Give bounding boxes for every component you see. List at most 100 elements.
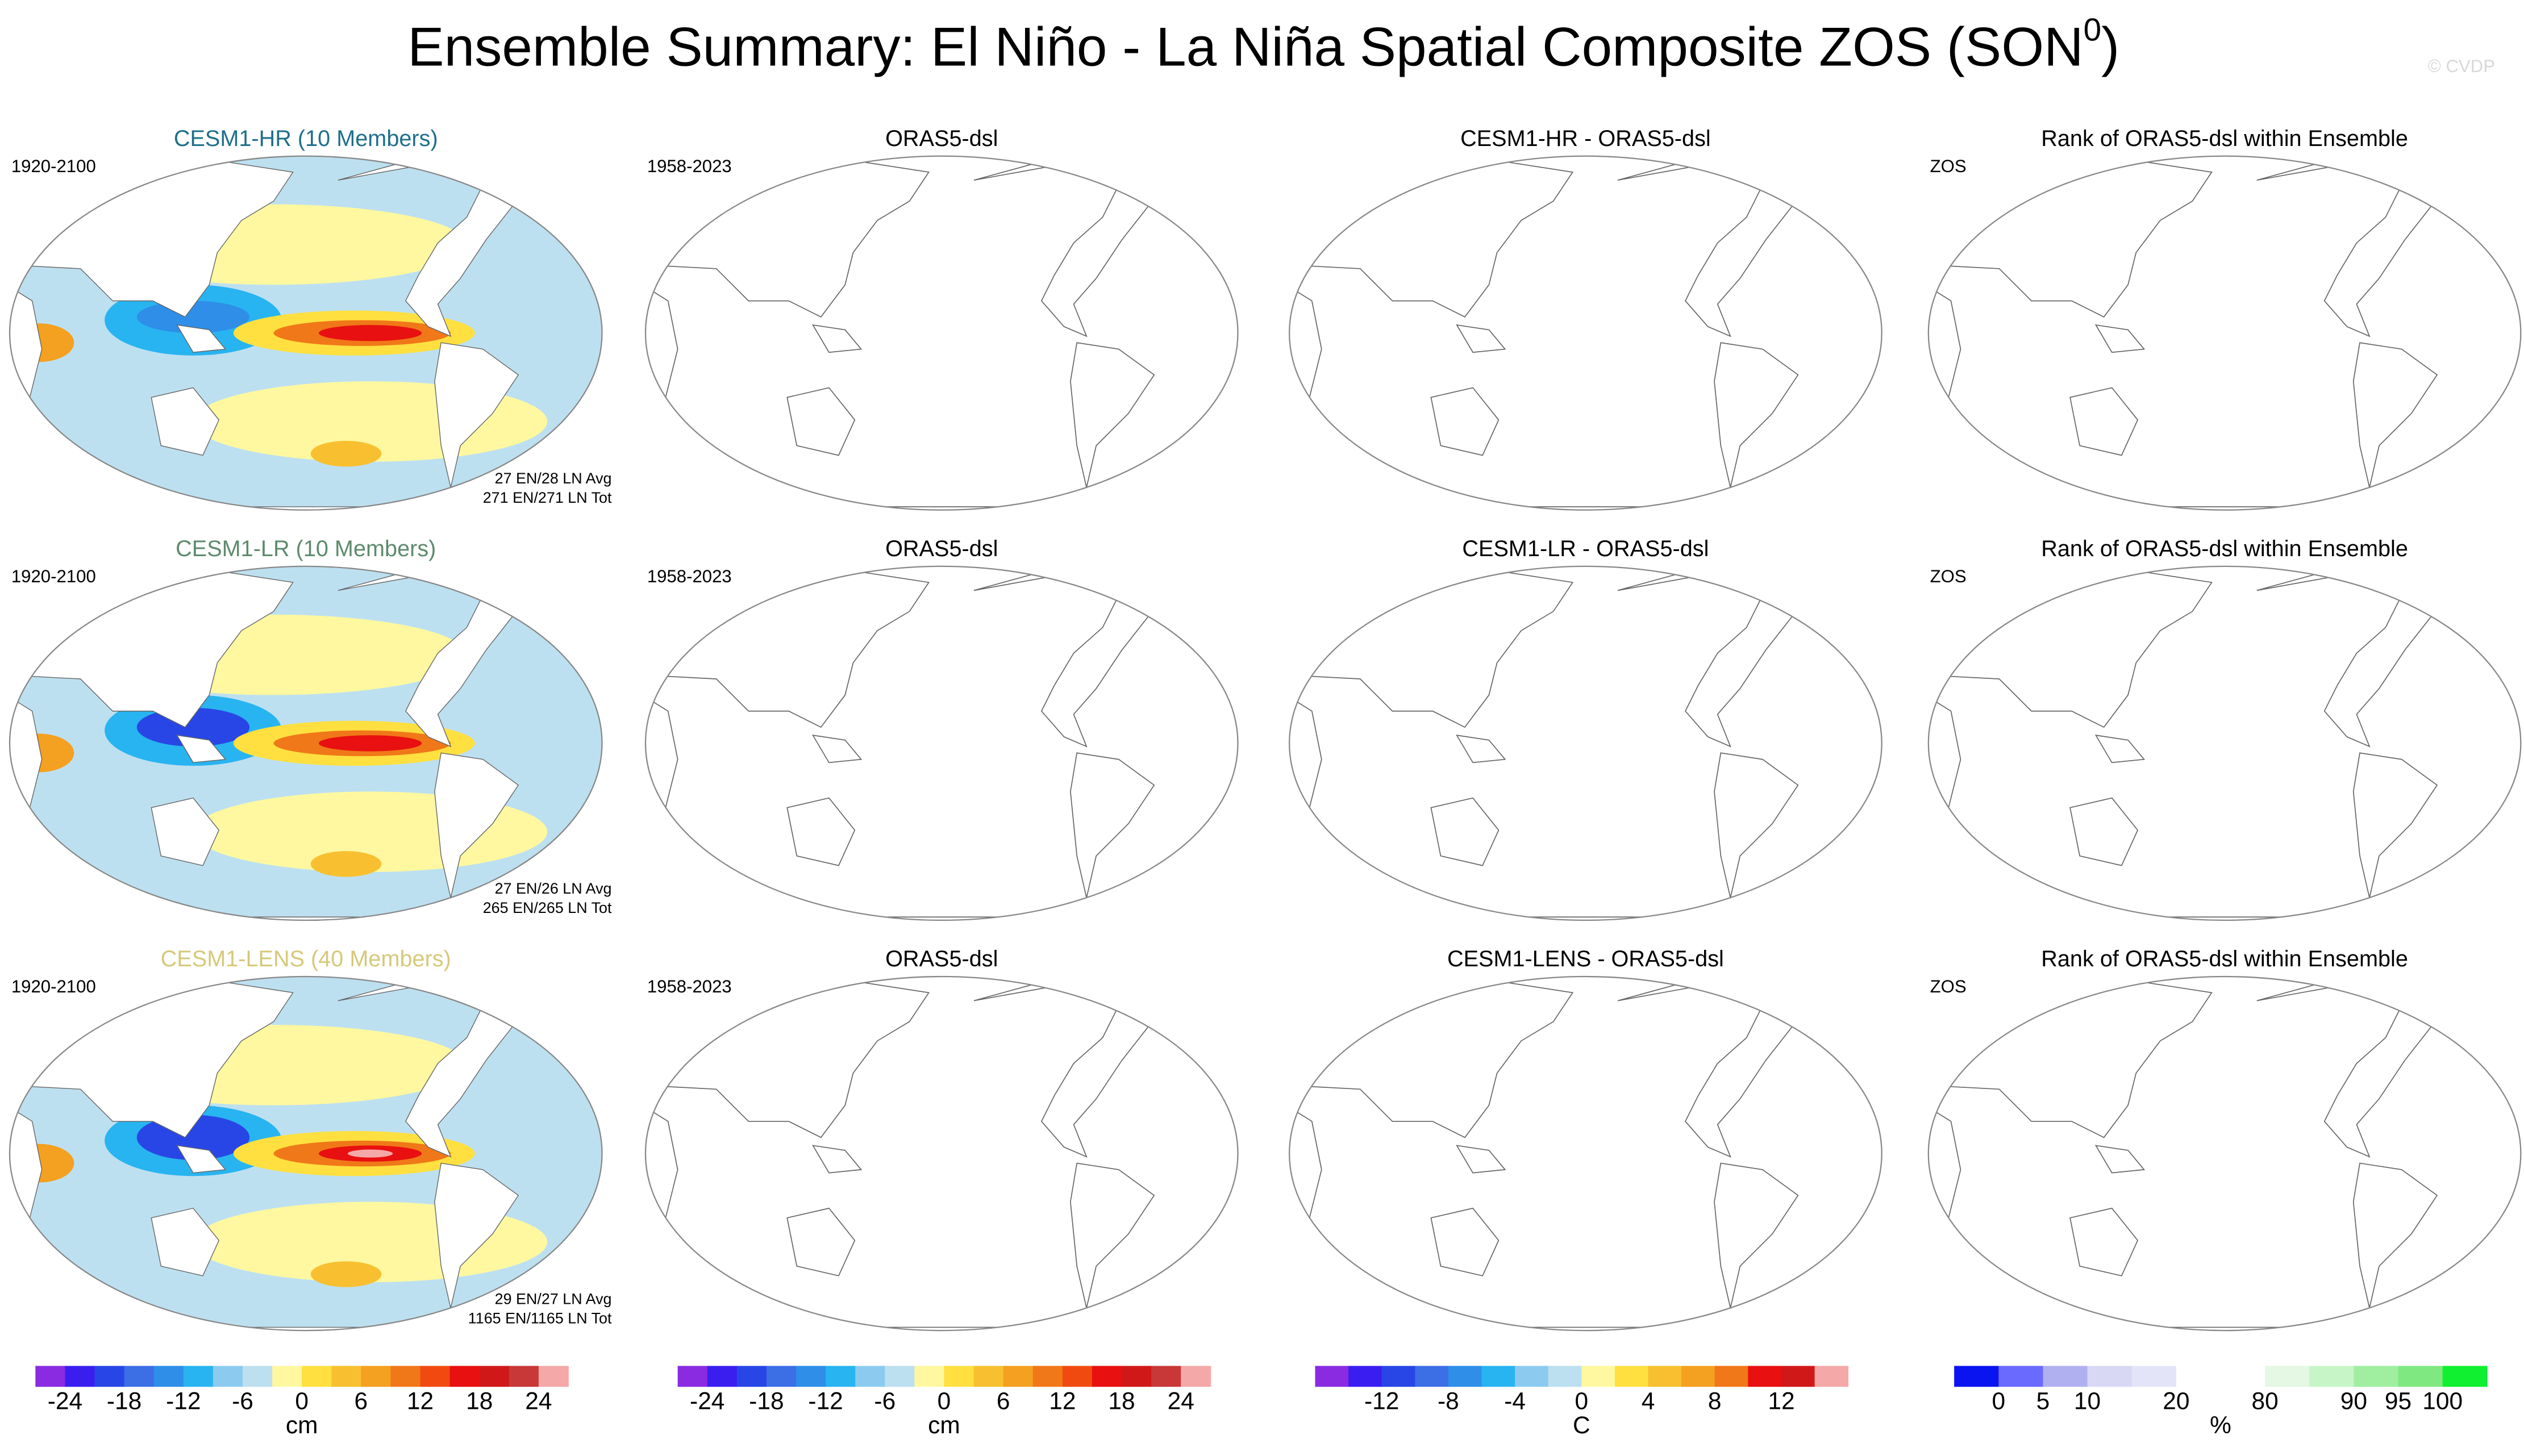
- colorbar-box: [1781, 1366, 1815, 1387]
- colorbar-box: [826, 1366, 856, 1387]
- colorbar-box: [1315, 1366, 1349, 1387]
- colorbar-tick-label: 0: [938, 1388, 951, 1415]
- colorbar-box: [1614, 1366, 1649, 1387]
- field-patch: [310, 1261, 382, 1287]
- colorbar-box: [2354, 1366, 2399, 1387]
- map-border: [9, 155, 603, 511]
- colorbar-tick-label: 0: [295, 1388, 309, 1415]
- colorbar-box: [2265, 1366, 2310, 1387]
- colorbar-tick-label: 90: [2340, 1388, 2367, 1415]
- colorbar-box: [1122, 1366, 1152, 1387]
- colorbar-box: [1748, 1366, 1782, 1387]
- panel-label: ZOS: [1930, 977, 1967, 996]
- colorbar-box: [1003, 1366, 1034, 1387]
- colorbar-box: [2176, 1366, 2221, 1387]
- colorbar-tick-label: 24: [525, 1388, 552, 1415]
- colorbar-tick-label: 4: [1642, 1388, 1655, 1415]
- panel-title: CESM1-LR - ORAS5-dsl: [1462, 536, 1709, 561]
- colorbar: -12 -8 -4 0 4 8 12 C: [1315, 1366, 1849, 1439]
- colorbar-tick-label: 18: [466, 1388, 493, 1415]
- colorbar-box: [331, 1366, 362, 1387]
- map-panel: CESM1-LR - ORAS5-dsl: [1289, 536, 1882, 921]
- map-panel: ORAS5-dsl 1958-2023: [644, 946, 1239, 1332]
- colorbar-box: [1032, 1366, 1063, 1387]
- watermark: © CVDP: [2428, 56, 2495, 76]
- map-border: [644, 975, 1239, 1332]
- colorbar-box: [479, 1366, 510, 1387]
- colorbar-box: [944, 1366, 974, 1387]
- panel-label: 1958-2023: [647, 977, 732, 996]
- map-panel: Rank of ORAS5-dsl within Ensemble ZOS: [1927, 946, 2522, 1332]
- field: [9, 156, 602, 510]
- colorbar-box: [1415, 1366, 1449, 1387]
- colorbar-box: [1548, 1366, 1582, 1387]
- title-end: ): [2101, 17, 2119, 78]
- colorbar-box: [242, 1366, 273, 1387]
- panel-label: 1920-2100: [11, 566, 96, 586]
- colorbar-tick-label: 5: [2036, 1388, 2050, 1415]
- title-superscript: 0: [2084, 12, 2102, 48]
- colorbar-box: [449, 1366, 480, 1387]
- panel-stats: 271 EN/271 LN Tot: [483, 489, 612, 506]
- colorbar-tick-label: 12: [1768, 1388, 1794, 1415]
- map-panel: CESM1-HR - ORAS5-dsl: [1289, 126, 1882, 511]
- colorbar-tick-label: 0: [1575, 1388, 1589, 1415]
- field-patch: [136, 301, 250, 333]
- colorbar-box: [1181, 1366, 1211, 1387]
- colorbar-box: [1648, 1366, 1682, 1387]
- colorbar-box: [183, 1366, 214, 1387]
- colorbar: -24 -18 -12 -6 0 6 12 18 24 cm: [677, 1366, 1211, 1439]
- colorbar-tick-label: -12: [808, 1388, 843, 1415]
- colorbar-tick-label: 12: [407, 1388, 434, 1415]
- colorbar-tick-label: 20: [2163, 1388, 2189, 1415]
- figure-title: Ensemble Summary: El Niño - La Niña Spat…: [407, 12, 2119, 78]
- colorbar-tick-label: -12: [1364, 1388, 1399, 1415]
- colorbar-box: [124, 1366, 155, 1387]
- panel-title: ORAS5-dsl: [885, 946, 998, 971]
- colorbar: 0 5 10 20 80 90 95 100%: [1954, 1366, 2488, 1439]
- map-panel: CESM1-LR (10 Members) 1920-2100 27 EN/26 L…: [9, 536, 612, 921]
- map-border: [1289, 975, 1882, 1332]
- field-patch: [310, 851, 382, 877]
- colorbar-box: [1381, 1366, 1416, 1387]
- panel-title: CESM1-LR (10 Members): [176, 536, 436, 561]
- panel-label: 1958-2023: [647, 156, 732, 176]
- map-border: [644, 565, 1239, 921]
- panel-title: CESM1-HR - ORAS5-dsl: [1460, 126, 1711, 151]
- panel-label: 1920-2100: [11, 156, 96, 176]
- colorbar-box: [2043, 1366, 2088, 1387]
- colorbar-box: [94, 1366, 125, 1387]
- colorbar-tick-label: -18: [749, 1388, 784, 1415]
- map-panel: CESM1-LENS - ORAS5-dsl: [1289, 946, 1882, 1332]
- map-border: [1289, 155, 1882, 511]
- field-patch: [310, 440, 382, 467]
- map-border: [1927, 155, 2522, 511]
- colorbar-box: [213, 1366, 243, 1387]
- colorbar-tick-label: 24: [1168, 1388, 1194, 1415]
- colorbar-tick-label: 8: [1708, 1388, 1722, 1415]
- colorbar-tick-label: 10: [2074, 1388, 2101, 1415]
- panel-label: 1958-2023: [647, 566, 732, 586]
- colorbar-tick-label: -6: [874, 1388, 896, 1415]
- panel-title: Rank of ORAS5-dsl within Ensemble: [2041, 946, 2408, 971]
- colorbar-box: [855, 1366, 886, 1387]
- colorbar-box: [973, 1366, 1004, 1387]
- colorbar-tick-label: 95: [2385, 1388, 2411, 1415]
- field: [9, 566, 602, 920]
- colorbar-box: [509, 1366, 539, 1387]
- colorbar-box: [2442, 1366, 2488, 1387]
- map-border: [644, 155, 1239, 511]
- panel-stats: 27 EN/26 LN Avg: [495, 880, 612, 897]
- colorbar-box: [1581, 1366, 1615, 1387]
- colorbar-box: [707, 1366, 738, 1387]
- colorbar-tick-label: 100: [2422, 1388, 2463, 1415]
- colorbar-tick-label: 0: [1992, 1388, 2005, 1415]
- colorbar-unit: cm: [928, 1412, 960, 1439]
- colorbar-box: [736, 1366, 767, 1387]
- panel-label: ZOS: [1930, 156, 1967, 176]
- panel-stats: 27 EN/28 LN Avg: [495, 470, 612, 487]
- colorbar-tick-label: 6: [355, 1388, 368, 1415]
- colorbar-box: [538, 1366, 569, 1387]
- panel-title: CESM1-LENS (40 Members): [161, 946, 451, 971]
- panel-stats: 265 EN/265 LN Tot: [483, 899, 612, 916]
